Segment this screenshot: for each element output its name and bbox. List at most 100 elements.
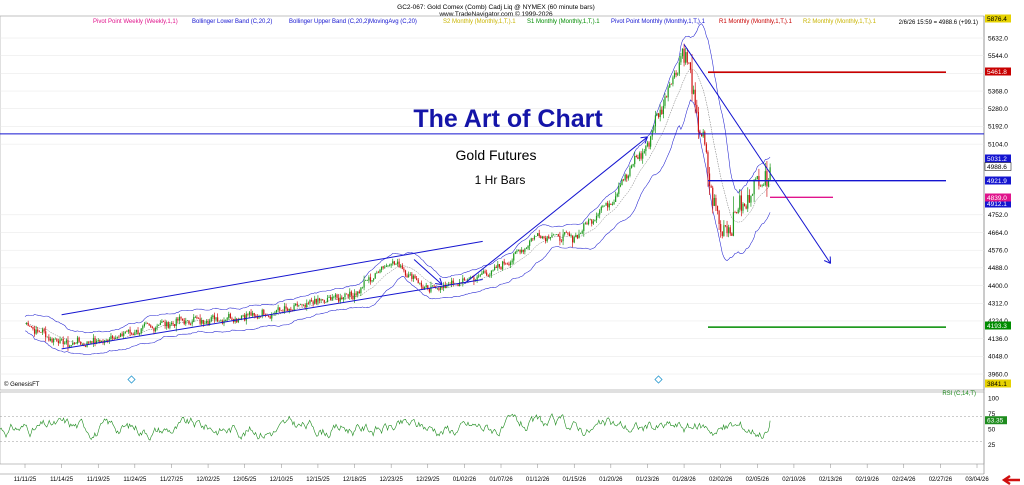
legend-entry: R2 Monthly (Monthly,1,T,).1 — [803, 19, 877, 25]
candle-body — [345, 293, 348, 295]
candle-body — [492, 270, 494, 271]
candle-body — [393, 261, 395, 265]
legend-entry: Pivot Point Weekly (Weekly,1,1) — [93, 19, 178, 25]
trendlines — [0, 44, 984, 350]
scroll-right-arrow-icon[interactable] — [990, 475, 1024, 485]
candle-body — [271, 314, 273, 319]
candle-body — [533, 236, 536, 240]
candle-body — [365, 280, 367, 281]
date-tick-label: 01/20/26 — [599, 477, 623, 483]
candle-body — [648, 142, 650, 147]
candle-body — [244, 315, 246, 321]
price-tick-label: 5632.0 — [988, 35, 1008, 42]
candle-body — [217, 317, 219, 322]
candle-body — [459, 282, 461, 287]
candle-body — [61, 338, 63, 340]
price-tag-label: 5876.4 — [987, 16, 1007, 23]
candle-body — [716, 205, 719, 211]
pivot-levels — [708, 71, 946, 328]
candle-body — [180, 316, 182, 319]
candle-body — [478, 275, 480, 277]
candle-body — [463, 278, 465, 280]
candle-body — [508, 263, 510, 265]
candle-body — [640, 153, 642, 159]
date-tick-label: 01/12/26 — [526, 477, 550, 483]
candle-body — [43, 329, 45, 332]
candle-body — [194, 317, 196, 318]
candle-body — [521, 249, 523, 253]
candle-body — [334, 294, 337, 297]
candle-body — [743, 203, 746, 207]
candle-body — [517, 249, 520, 251]
candle-body — [377, 272, 380, 274]
candle-body — [747, 194, 749, 209]
candle-body — [524, 248, 526, 252]
candle-body — [248, 312, 251, 315]
candle-body — [658, 113, 660, 118]
candle-body — [766, 171, 768, 187]
candle-body — [430, 286, 432, 292]
candle-body — [116, 336, 118, 338]
candle-body — [481, 272, 483, 275]
trendline-channel-lower — [61, 279, 483, 350]
rsi-tag-label: 63.35 — [987, 418, 1004, 425]
candle-body — [175, 318, 177, 326]
candle-body — [486, 272, 488, 276]
candle-body — [559, 236, 561, 241]
candle-body — [600, 206, 602, 211]
candle-body — [659, 109, 661, 118]
candle-body — [361, 287, 364, 289]
chart-timeframe: 1 Hr Bars — [475, 173, 526, 187]
candle-body — [350, 291, 352, 296]
trendline-rally — [464, 136, 648, 284]
candle-body — [411, 273, 413, 279]
candle-body — [465, 279, 467, 281]
candle-body — [470, 276, 472, 279]
candle-body — [326, 297, 329, 303]
candle-body — [374, 273, 376, 279]
rsi-panel — [0, 391, 985, 465]
candle-body — [479, 274, 481, 276]
candle-body — [352, 295, 354, 300]
legend-entry: Pivot Point Monthly (Monthly,1,T,).1 — [611, 19, 706, 25]
candle-body — [229, 313, 231, 319]
candle-body — [304, 304, 306, 308]
date-tick-label: 12/18/25 — [343, 477, 367, 483]
candle-body — [80, 341, 82, 345]
candle-body — [137, 330, 139, 335]
candle-body — [363, 280, 365, 288]
candle-body — [72, 342, 74, 345]
candle-body — [250, 312, 252, 316]
candle-body — [457, 284, 459, 287]
candle-body — [742, 203, 744, 211]
candle-body — [301, 304, 303, 306]
candle-body — [398, 261, 400, 267]
candle-body — [135, 330, 138, 333]
candle-body — [638, 153, 641, 159]
candle-body — [721, 231, 723, 236]
candle-body — [154, 327, 157, 332]
rsi-line — [0, 413, 771, 441]
candle-body — [197, 318, 200, 319]
price-tick-label: 5544.0 — [988, 53, 1008, 60]
candle-body — [489, 274, 491, 276]
candle-body — [584, 223, 586, 224]
candles — [25, 43, 771, 351]
candle-body — [67, 340, 69, 347]
candle-body — [132, 334, 134, 336]
candle-body — [570, 235, 572, 237]
candle-body — [736, 212, 738, 214]
candle-body — [564, 232, 566, 235]
candle-body — [293, 305, 295, 311]
candle-body — [591, 219, 593, 224]
candle-body — [247, 313, 249, 315]
candle-body — [299, 304, 302, 306]
candle-body — [710, 186, 712, 188]
candle-body — [202, 320, 204, 324]
date-tick-label: 12/29/25 — [416, 477, 440, 483]
candle-body — [108, 338, 110, 342]
candle-body — [438, 288, 440, 290]
candle-body — [713, 197, 715, 206]
candle-body — [433, 285, 435, 287]
candle-body — [283, 306, 286, 312]
